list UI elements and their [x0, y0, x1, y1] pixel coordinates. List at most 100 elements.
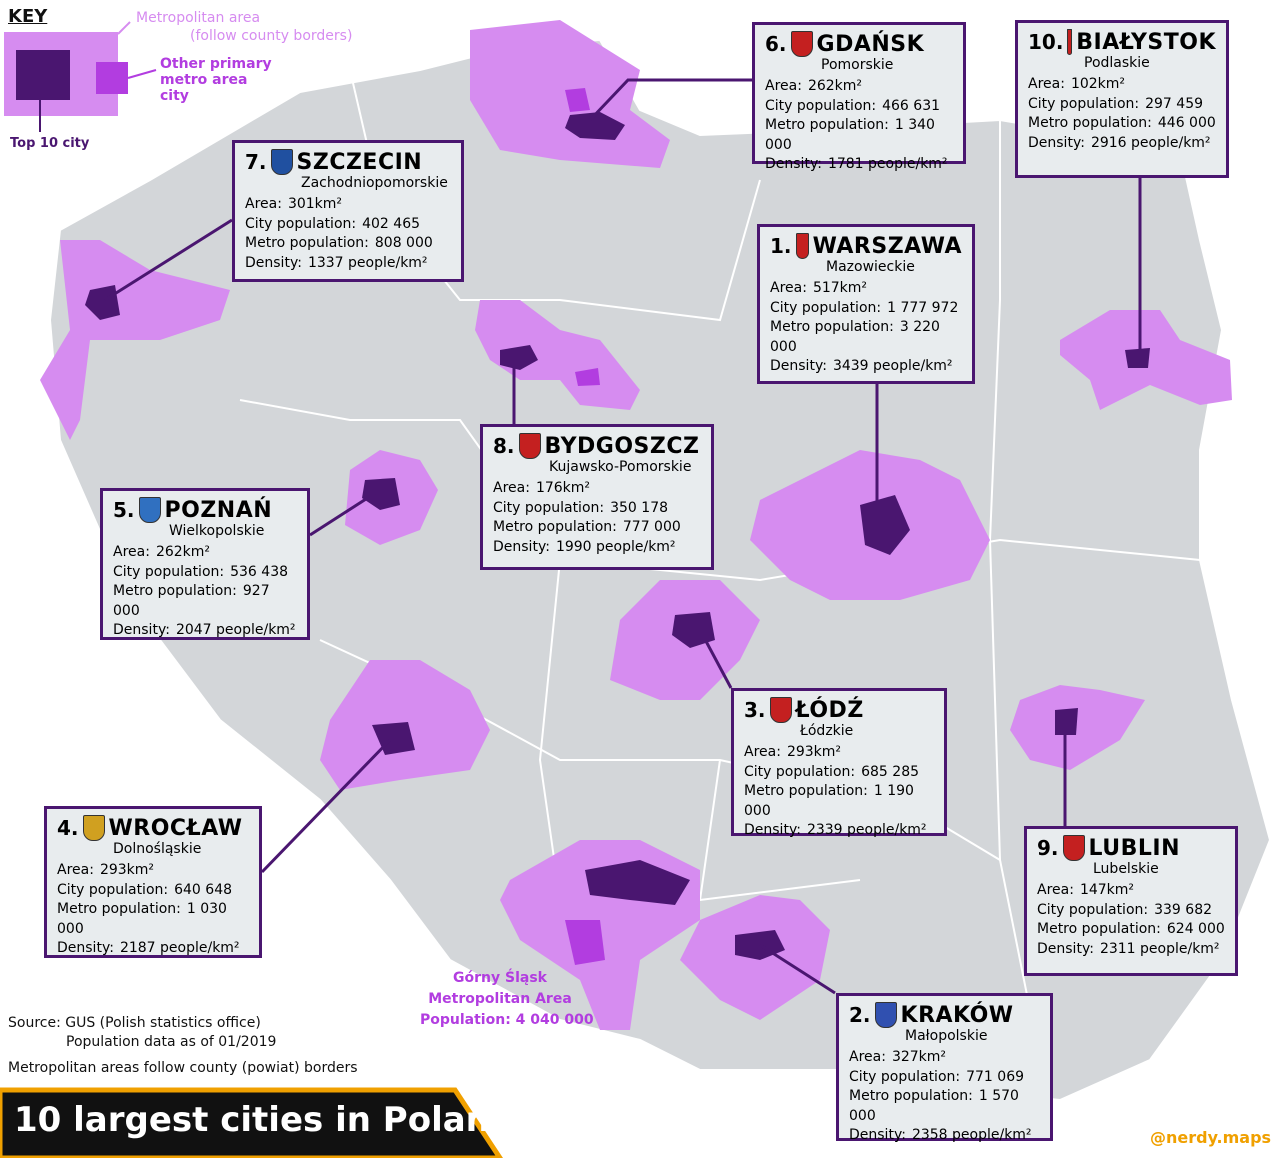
stat-row: Density: 2916 people/km² — [1028, 134, 1216, 154]
city-card: 2. KRAKÓW Małopolskie Area: 327km² City popul… — [836, 993, 1053, 1143]
leader-lines — [104, 78, 1142, 995]
stat-value: 2339 people/km² — [806, 822, 927, 838]
stat-row: Area: 293km² — [57, 861, 249, 881]
city-rank: 10. — [1028, 30, 1064, 54]
stat-row: Density: 1781 people/km² — [765, 155, 953, 175]
stat-row: Area: 176km² — [493, 479, 701, 499]
stat-value: 771 069 — [966, 1068, 1025, 1085]
stat-label: City population: — [57, 881, 169, 898]
stat-value: 777 000 — [622, 519, 681, 535]
silesia-pop-value: 4 040 000 — [515, 1012, 594, 1028]
key-metro-note: (follow county borders) — [190, 28, 353, 44]
city-rank: 6. — [765, 32, 787, 56]
stat-label: Area: — [57, 862, 94, 878]
stat-row: City population: 1 777 972 — [770, 299, 962, 319]
stat-label: Density: — [493, 538, 550, 555]
stat-label: Metro population: — [765, 117, 889, 133]
city-region: Mazowieckie — [826, 259, 915, 275]
title-bar — [0, 1087, 503, 1158]
stat-value: 293km² — [786, 744, 842, 760]
city-card: 7. SZCZECIN Zachodniopomorskie Area: 301km² C… — [232, 140, 464, 282]
stat-value: 1 570 000 — [849, 1088, 1019, 1124]
city-name: BIAŁYSTOK — [1076, 29, 1216, 55]
stat-label: City population: — [245, 215, 357, 232]
stat-row: Metro population: 927 000 — [113, 582, 297, 621]
stat-value: 3439 people/km² — [832, 358, 953, 374]
stat-label: City population: — [765, 97, 877, 114]
stat-value: 402 465 — [362, 215, 421, 232]
city-card: 6. GDAŃSK Pomorskie Area: 262km² City populat… — [752, 22, 966, 172]
stat-row: City population: 771 069 — [849, 1068, 1040, 1088]
city-rank: 9. — [1037, 836, 1059, 860]
stat-label: City population: — [1037, 901, 1149, 918]
stat-row: Metro population: 1 190 000 — [744, 782, 934, 821]
stat-row: Area: 262km² — [765, 77, 953, 97]
stat-row: Metro population: 446 000 — [1028, 114, 1216, 134]
stat-value: 1990 people/km² — [555, 538, 676, 555]
stat-value: 1 030 000 — [57, 901, 227, 937]
top-cities — [85, 112, 1150, 960]
city-card: 9. LUBLIN Lubelskie Area: 147km² City populat… — [1024, 826, 1238, 976]
stat-row: Area: 262km² — [113, 543, 297, 563]
stat-row: Area: 293km² — [744, 743, 934, 763]
city-rank: 8. — [493, 434, 515, 458]
stat-row: Area: 147km² — [1037, 881, 1225, 901]
stat-row: Metro population: 808 000 — [245, 234, 451, 254]
stat-label: Metro population: — [493, 519, 617, 535]
key-metro: Metropolitan area — [136, 10, 261, 26]
city-rank: 2. — [849, 1003, 871, 1027]
city-region: Małopolskie — [905, 1028, 988, 1044]
stat-value: 3 220 000 — [770, 319, 940, 355]
stat-value: 293km² — [99, 862, 155, 878]
card-header: 3. ŁÓDŹ — [744, 697, 934, 723]
city-name: BYDGOSZCZ — [544, 433, 700, 459]
coat-of-arms — [795, 233, 809, 259]
card-header: 9. LUBLIN — [1037, 835, 1225, 861]
city-region: Kujawsko-Pomorskie — [549, 459, 692, 475]
stat-label: Metro population: — [1037, 921, 1161, 937]
stat-label: Area: — [493, 480, 530, 496]
card-header: 1. WARSZAWA — [770, 233, 962, 259]
stat-label: City population: — [1028, 95, 1140, 112]
stat-value: 2916 people/km² — [1090, 134, 1211, 151]
stat-value: 517km² — [812, 280, 868, 296]
stat-value: 640 648 — [174, 881, 233, 898]
coat-of-arms — [1067, 29, 1073, 55]
stat-value: 1 340 000 — [765, 117, 935, 153]
key-top: Top 10 city — [10, 136, 90, 151]
stat-value: 536 438 — [230, 563, 289, 580]
stat-label: Density: — [245, 254, 302, 271]
city-region: Wielkopolskie — [169, 523, 265, 539]
silesia-label: Górny Śląsk Metropolitan Area Population… — [420, 968, 594, 1031]
stat-label: Area: — [1037, 882, 1074, 898]
silesia-sub: Metropolitan Area — [428, 991, 572, 1007]
stat-label: Metro population: — [849, 1088, 973, 1104]
stat-label: Metro population: — [245, 235, 369, 251]
city-region: Lubelskie — [1093, 861, 1159, 877]
city-name: WARSZAWA — [812, 233, 962, 259]
other-metro-cities — [565, 88, 605, 965]
card-header: 10. BIAŁYSTOK — [1028, 29, 1216, 55]
city-card: 1. WARSZAWA Mazowieckie Area: 517km² City pop… — [757, 224, 975, 384]
city-name: SZCZECIN — [296, 149, 423, 175]
stat-value: 327km² — [891, 1049, 947, 1065]
stat-value: 262km² — [807, 78, 863, 94]
city-card: 4. WROCŁAW Dolnośląskie Area: 293km² City pop… — [44, 806, 262, 958]
card-header: 2. KRAKÓW — [849, 1002, 1040, 1028]
city-card: 3. ŁÓDŹ Łódzkie Area: 293km² City population:… — [731, 688, 947, 838]
stat-row: Metro population: 777 000 — [493, 518, 701, 538]
stat-value: 1 190 000 — [744, 783, 914, 819]
stat-row: Metro population: 1 570 000 — [849, 1087, 1040, 1126]
stat-label: Metro population: — [57, 901, 181, 917]
city-name: POZNAŃ — [164, 497, 273, 523]
stat-value: 102km² — [1070, 76, 1126, 92]
card-header: 7. SZCZECIN — [245, 149, 451, 175]
stat-label: Area: — [1028, 76, 1065, 92]
stat-value: 176km² — [535, 480, 591, 496]
stat-value: 1781 people/km² — [827, 156, 948, 172]
key-swatches — [4, 21, 157, 132]
stat-label: Area: — [849, 1049, 886, 1065]
stat-label: Density: — [57, 940, 114, 956]
stat-label: City population: — [493, 499, 605, 516]
stat-row: Density: 1337 people/km² — [245, 254, 451, 274]
